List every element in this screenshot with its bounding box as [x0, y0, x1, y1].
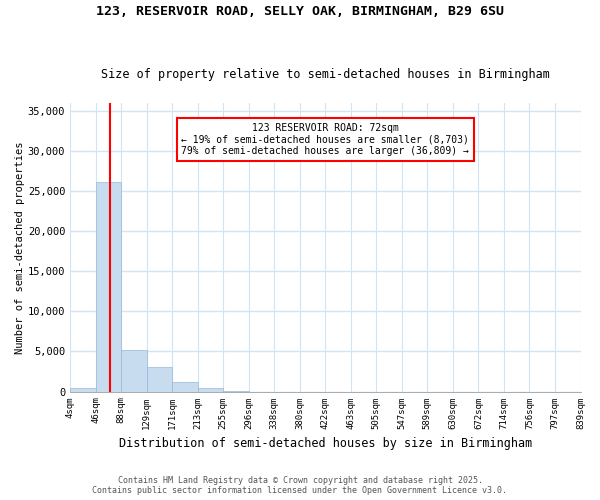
Text: 123, RESERVOIR ROAD, SELLY OAK, BIRMINGHAM, B29 6SU: 123, RESERVOIR ROAD, SELLY OAK, BIRMINGH… [96, 5, 504, 18]
X-axis label: Distribution of semi-detached houses by size in Birmingham: Distribution of semi-detached houses by … [119, 437, 532, 450]
Bar [223, 391, 249, 392]
Y-axis label: Number of semi-detached properties: Number of semi-detached properties [15, 141, 25, 354]
Bar [146, 366, 172, 392]
Bar [121, 350, 146, 392]
Bar [198, 388, 223, 392]
Text: 123 RESERVOIR ROAD: 72sqm
← 19% of semi-detached houses are smaller (8,703)
79% : 123 RESERVOIR ROAD: 72sqm ← 19% of semi-… [181, 123, 469, 156]
Text: Contains HM Land Registry data © Crown copyright and database right 2025.
Contai: Contains HM Land Registry data © Crown c… [92, 476, 508, 495]
Title: Size of property relative to semi-detached houses in Birmingham: Size of property relative to semi-detach… [101, 68, 550, 81]
Bar [172, 382, 198, 392]
Bar [95, 182, 121, 392]
Bar [70, 388, 95, 392]
